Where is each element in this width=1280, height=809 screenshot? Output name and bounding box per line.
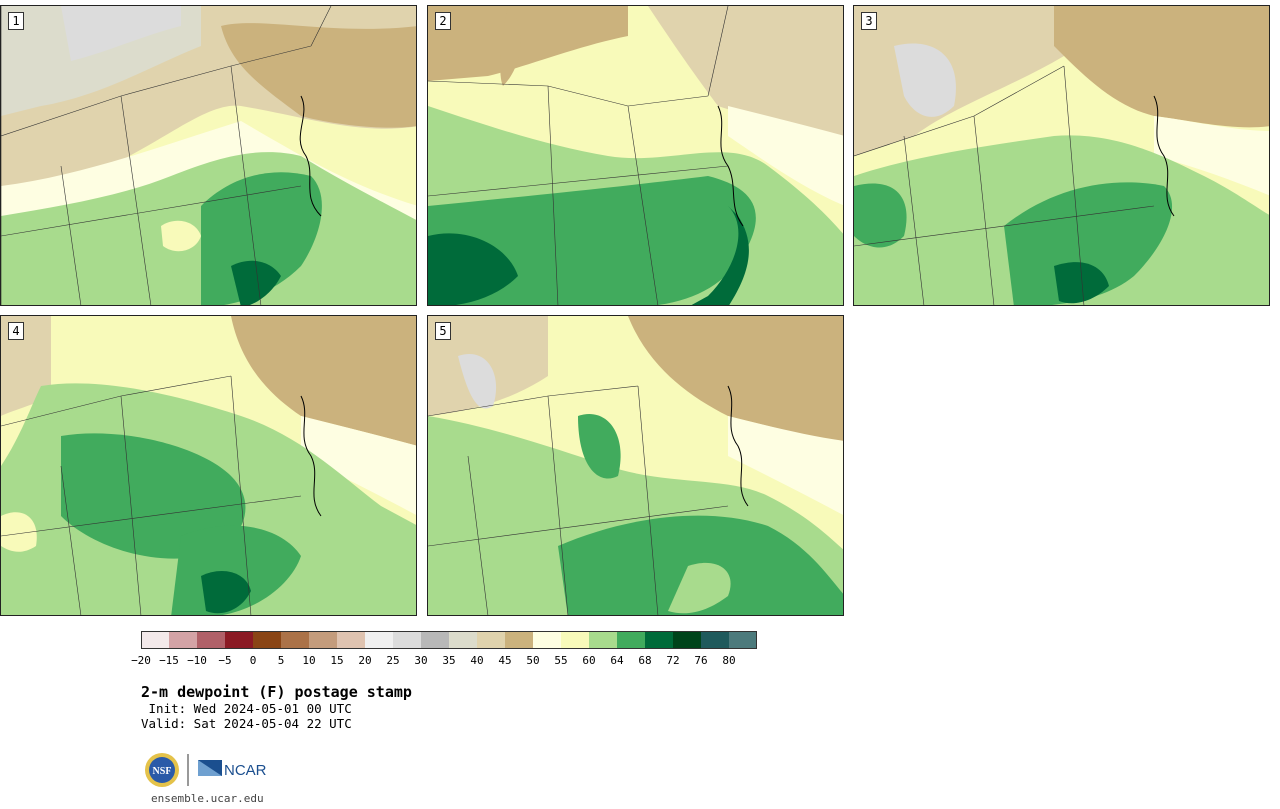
colorbar-tick-label: 0 [249, 654, 257, 667]
colorbar-swatch [533, 631, 562, 649]
colorbar-swatch [253, 631, 282, 649]
colorbar-tick-label: 64 [610, 654, 624, 667]
panel-number-badge: 4 [8, 322, 24, 340]
colorbar-swatch [701, 631, 730, 649]
dewpoint-map-2 [428, 6, 843, 305]
colorbar-tick-label: 25 [386, 654, 400, 667]
member-panel-3: 3 [853, 5, 1270, 306]
dewpoint-map-5 [428, 316, 843, 615]
colorbar-swatch [673, 631, 702, 649]
dewpoint-map-3 [854, 6, 1269, 305]
colorbar-swatch [505, 631, 534, 649]
colorbar-swatch [365, 631, 394, 649]
colorbar-swatch [281, 631, 310, 649]
colorbar-swatch [645, 631, 674, 649]
colorbar-swatch [393, 631, 422, 649]
colorbar-tick-label: 45 [498, 654, 512, 667]
colorbar-swatch [141, 631, 170, 649]
panel-number-badge: 5 [435, 322, 451, 340]
nsf-logo-icon: NSF NCAR [145, 753, 267, 787]
colorbar-swatch [477, 631, 506, 649]
colorbar-tick-label: −20 [131, 654, 151, 667]
colorbar-tick-label: 76 [694, 654, 708, 667]
colorbar-swatch [729, 631, 757, 649]
colorbar-tick-label: 55 [554, 654, 568, 667]
init-time: Init: Wed 2024-05-01 00 UTC [141, 701, 352, 716]
site-url: ensemble.ucar.edu [151, 792, 264, 805]
colorbar-tick-label: 40 [470, 654, 484, 667]
colorbar-swatch [337, 631, 366, 649]
nsf-logo-text: NSF [153, 766, 172, 777]
colorbar-swatch [169, 631, 198, 649]
colorbar-tick-label: 10 [302, 654, 316, 667]
member-panel-2: 2 [427, 5, 844, 306]
colorbar-swatch [589, 631, 618, 649]
dewpoint-map-1 [1, 6, 416, 305]
colorbar-tick-label: −5 [218, 654, 232, 667]
colorbar-tick-label: 68 [638, 654, 652, 667]
colorbar-tick-label: 72 [666, 654, 680, 667]
valid-time: Valid: Sat 2024-05-04 22 UTC [141, 716, 352, 731]
colorbar-tick-label: −15 [159, 654, 179, 667]
member-panel-4: 4 [0, 315, 417, 616]
colorbar-tick-label: 20 [358, 654, 372, 667]
colorbar-tick-label: 5 [277, 654, 285, 667]
colorbar-swatch [309, 631, 338, 649]
colorbar-swatch [449, 631, 478, 649]
colorbar-tick-label: 35 [442, 654, 456, 667]
dewpoint-map-4 [1, 316, 416, 615]
colorbar-tick-label: 80 [722, 654, 736, 667]
colorbar-tick-label: 15 [330, 654, 344, 667]
panel-number-badge: 3 [861, 12, 877, 30]
colorbar-tick-label: 50 [526, 654, 540, 667]
colorbar-swatch [421, 631, 450, 649]
colorbar-tick-label: −10 [187, 654, 207, 667]
colorbar-swatch [225, 631, 254, 649]
member-panel-5: 5 [427, 315, 844, 616]
panel-number-badge: 2 [435, 12, 451, 30]
colorbar-tick-label: 60 [582, 654, 596, 667]
panel-number-badge: 1 [8, 12, 24, 30]
member-panel-1: 1 [0, 5, 417, 306]
colorbar-swatch [561, 631, 590, 649]
logo-group: NSF NCAR [144, 750, 284, 790]
colorbar-swatch [197, 631, 226, 649]
colorbar-tick-label: 30 [414, 654, 428, 667]
colorbar [141, 631, 757, 649]
chart-title: 2-m dewpoint (F) postage stamp [141, 683, 412, 701]
ncar-logo-text: NCAR [224, 762, 267, 779]
colorbar-swatch [617, 631, 646, 649]
